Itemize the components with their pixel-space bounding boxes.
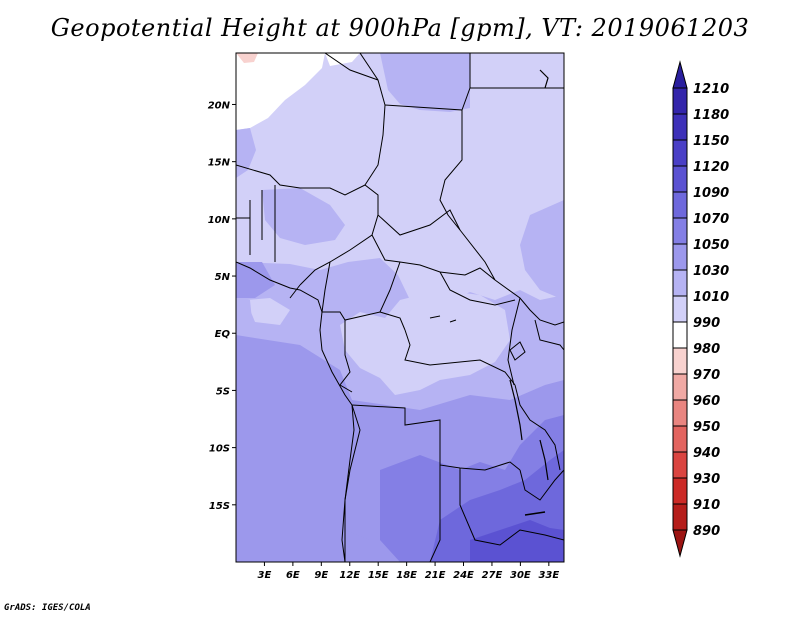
colorbar-label: 1120 <box>693 160 729 175</box>
colorbar-label: 1030 <box>693 264 729 279</box>
colorbar-swatch <box>672 243 688 271</box>
colorbar-label: 990 <box>693 316 720 331</box>
colorbar-label: 1210 <box>693 82 729 97</box>
colorbar-bottom-arrow <box>672 529 688 558</box>
lake-malawi-outline <box>539 439 549 481</box>
colorbar-swatch <box>672 87 688 115</box>
map-frame <box>235 52 565 563</box>
colorbar-swatch <box>672 399 688 427</box>
lake-tanganyika-outline <box>509 379 523 441</box>
lat-tick-label: 15S <box>209 501 230 512</box>
colorbar-swatch <box>672 165 688 193</box>
colorbar-label: 910 <box>693 498 720 513</box>
lon-tick-label: 6E <box>286 570 300 581</box>
colorbar-swatch <box>672 477 688 505</box>
colorbar-label: 960 <box>693 394 720 409</box>
colorbar-label: 940 <box>693 446 720 461</box>
colorbar-swatch <box>672 269 688 297</box>
colorbar-label: 1090 <box>693 186 729 201</box>
lon-tick-label: 15E <box>368 570 389 581</box>
map-panel: 20N 15N 10N 5N EQ 5S 10S 15S 3E 6E 9E 12E 15E 18E 21E… <box>208 52 565 581</box>
colorbar-swatch <box>672 321 688 349</box>
credit-text: GrADS: IGES/COLA <box>4 603 91 613</box>
colorbar-swatch <box>672 295 688 323</box>
lon-tick-label: 9E <box>314 570 328 581</box>
lat-tick-label: 10S <box>209 444 230 455</box>
colorbar-top-arrow <box>672 60 688 89</box>
colorbar-swatch <box>672 113 688 141</box>
lon-tick-label: 3E <box>258 570 272 581</box>
colorbar-label: 1050 <box>693 238 729 253</box>
lon-tick-label: 30E <box>510 570 531 581</box>
colorbar-label: 980 <box>693 342 720 357</box>
lon-tick-label: 12E <box>339 570 360 581</box>
lon-tick-label: 21E <box>425 570 446 581</box>
lat-axis: 20N 15N 10N 5N EQ 5S 10S 15S <box>208 100 236 512</box>
nile-segment <box>539 69 549 89</box>
colorbar-swatch <box>672 425 688 453</box>
colorbar-label: 930 <box>693 472 720 487</box>
colorbar-label: 1180 <box>693 108 729 123</box>
height-field <box>236 53 564 562</box>
colorbar-label: 1150 <box>693 134 729 149</box>
coastline <box>236 261 355 562</box>
map-title: Geopotential Height at 900hPa [gpm], VT:… <box>50 14 750 42</box>
colorbar-swatch <box>672 347 688 375</box>
colorbar-swatch <box>672 373 688 401</box>
colorbar-label: 970 <box>693 368 720 383</box>
colorbar: 1210 1180 1150 1120 1090 1070 1050 1030 1010 990 9… <box>672 60 729 558</box>
lon-axis: 3E 6E 9E 12E 15E 18E 21E 24E 27E 30E 33E <box>258 562 559 581</box>
lon-tick-label: 24E <box>453 570 474 581</box>
colorbar-label: 1010 <box>693 290 729 305</box>
lat-tick-label: 20N <box>208 100 231 111</box>
colorbar-label: 1070 <box>693 212 729 227</box>
colorbar-label: 890 <box>693 524 720 539</box>
colorbar-swatch <box>672 139 688 167</box>
lake-kariba <box>524 511 546 516</box>
country-borders <box>236 53 564 562</box>
lat-tick-label: 5N <box>215 272 231 283</box>
lat-tick-label: 15N <box>208 158 231 169</box>
colorbar-swatch <box>672 503 688 531</box>
lat-tick-label: EQ <box>215 329 231 340</box>
lat-tick-label: 10N <box>208 215 231 226</box>
colorbar-swatch <box>672 217 688 245</box>
colorbar-label: 950 <box>693 420 720 435</box>
lon-tick-label: 33E <box>538 570 559 581</box>
lat-tick-label: 5S <box>216 386 230 397</box>
lon-tick-label: 18E <box>396 570 417 581</box>
colorbar-swatch <box>672 451 688 479</box>
lon-tick-label: 27E <box>482 570 503 581</box>
colorbar-swatch <box>672 191 688 219</box>
lake-victoria-outline <box>509 341 526 361</box>
river-segments <box>429 315 457 323</box>
